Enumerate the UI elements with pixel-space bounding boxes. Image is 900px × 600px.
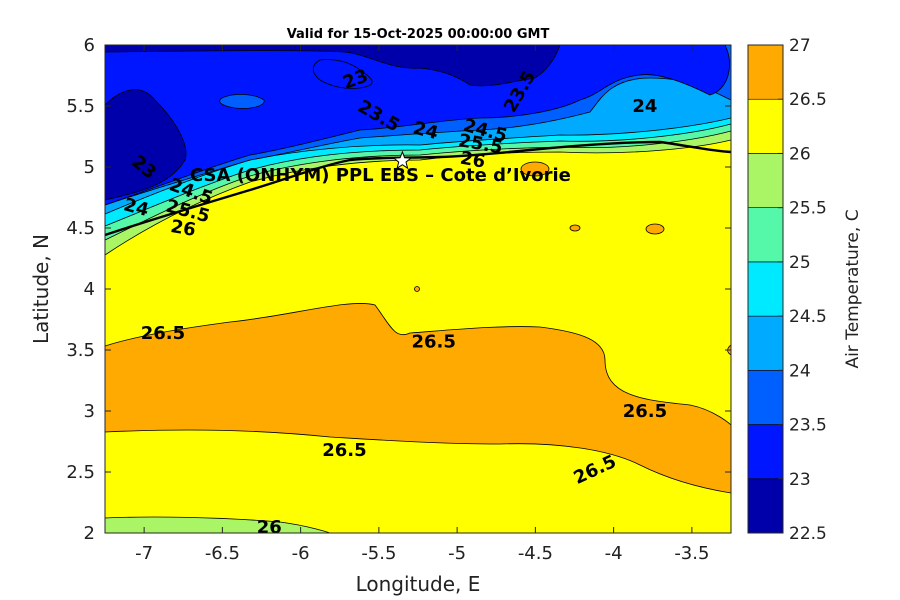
colorbar-band [747, 153, 784, 208]
colorbar-tick-label: 23.5 [789, 416, 827, 436]
x-axis-label: Longitude, E [356, 572, 481, 596]
x-axis: -7 -6.5 -6 -5.5 -5 -4.5 -4 -3.5 [135, 45, 709, 564]
y-tick-label: 3.5 [66, 340, 95, 361]
colorbar-band [747, 478, 784, 534]
colorbar-tick-label: 25.5 [789, 199, 827, 219]
y-tick-label: 6 [84, 35, 95, 56]
x-tick-label: -5 [448, 543, 466, 564]
colorbar-tick-label: 26.5 [789, 90, 827, 110]
x-tick-label: -3.5 [674, 543, 709, 564]
y-tick-label: 2 [84, 523, 95, 544]
colorbar-tick-label: 23 [789, 470, 811, 490]
colorbar-band [747, 370, 784, 425]
colorbar-band [747, 207, 784, 263]
band-26.5-27 [645, 223, 665, 235]
colorbar: 22.5 23 23.5 24 24.5 25 25.5 26 26.5 27 [747, 36, 827, 544]
band-22.5-23 [105, 45, 561, 87]
small-island-marker [414, 286, 420, 292]
band-23.5-24 [219, 94, 265, 109]
colorbar-band [747, 424, 784, 480]
x-tick-label: -6.5 [205, 543, 240, 564]
band-25.5-26 [105, 516, 331, 533]
x-tick-label: -6 [292, 543, 310, 564]
y-tick-label: 5.5 [66, 96, 95, 117]
x-tick-label: -7 [135, 543, 153, 564]
colorbar-tick-label: 27 [789, 36, 811, 56]
band-23-23.5 [312, 59, 373, 89]
contour-label: 26.5 [411, 331, 455, 352]
y-tick-label: 3 [84, 401, 95, 422]
colorbar-tick-label: 22.5 [789, 524, 827, 544]
band-26.5-27 [105, 303, 731, 494]
band-23-23.5 [105, 45, 730, 206]
star-icon [392, 150, 413, 170]
contour-label: 26.5 [322, 440, 366, 461]
x-tick-label: -4 [605, 543, 623, 564]
contour-label: 26 [257, 517, 282, 538]
colorbar-band [747, 261, 784, 317]
y-tick-label: 4.5 [66, 218, 95, 239]
y-tick-label: 2.5 [66, 462, 95, 483]
contour-label: 26 [169, 216, 197, 241]
x-tick-label: -4.5 [518, 543, 553, 564]
contour-label: 26.5 [141, 323, 185, 344]
site-marker: CSA (ONHYM) PPL EBS – Cote d’Ivorie [190, 150, 571, 186]
colorbar-border [747, 44, 784, 534]
band-22.5-23 [105, 89, 187, 201]
y-axis-label: Latitude, N [29, 234, 53, 344]
colorbar-tick-label: 24 [789, 361, 811, 381]
site-label: CSA (ONHYM) PPL EBS – Cote d’Ivorie [190, 165, 571, 186]
chart-title: Valid for 15-Oct-2025 00:00:00 GMT [287, 27, 550, 42]
contour-label: 24 [632, 96, 657, 117]
colorbar-label: Air Temperature, C [843, 209, 863, 368]
contour-label: 26 [459, 148, 487, 173]
plot-area [105, 45, 731, 533]
contour-label: 26.5 [623, 401, 667, 422]
colorbar-band [747, 315, 784, 371]
y-tick-label: 4 [84, 279, 95, 300]
colorbar-band [747, 98, 784, 154]
colorbar-band [747, 44, 784, 100]
colorbar-tick-label: 26 [789, 144, 811, 164]
colorbar-tick-label: 25 [789, 253, 811, 273]
x-tick-label: -5.5 [361, 543, 396, 564]
y-axis: 2 2.5 3 3.5 4 4.5 5 5.5 6 [66, 35, 731, 544]
band-26.5-27 [520, 161, 550, 177]
band-26.5-27 [569, 224, 581, 232]
y-tick-label: 5 [84, 157, 95, 178]
colorbar-tick-label: 24.5 [789, 307, 827, 327]
coastline [105, 140, 731, 237]
